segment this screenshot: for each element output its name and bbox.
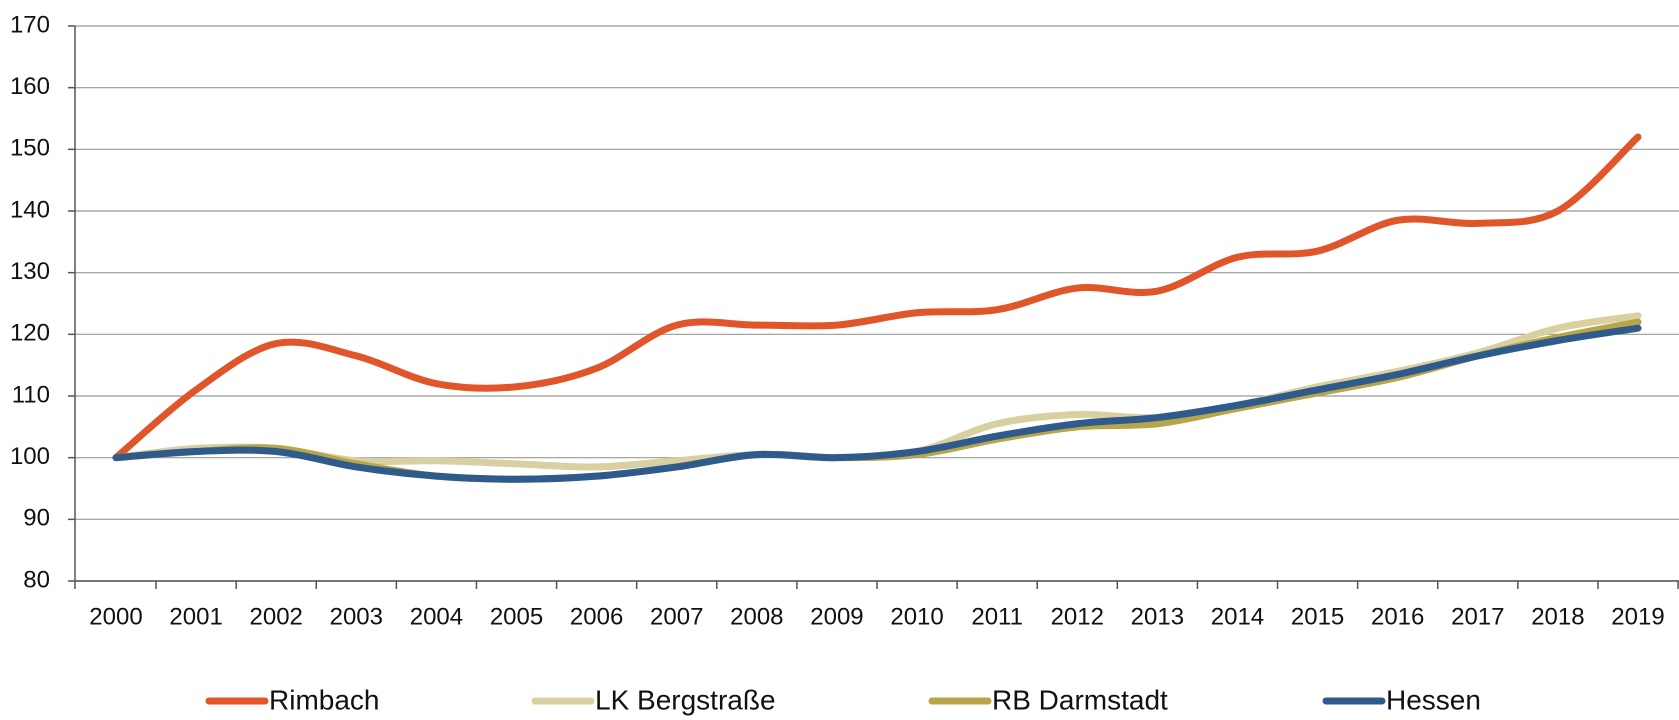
x-tick-label: 2002 [250, 603, 303, 630]
legend-label: Hessen [1386, 684, 1481, 715]
series-line [112, 312, 1642, 471]
x-tick-label: 2014 [1211, 603, 1264, 630]
series-line [112, 133, 1642, 462]
x-tick-label: 2011 [971, 603, 1023, 630]
x-tick-label: 2017 [1451, 603, 1504, 630]
x-tick-label: 2019 [1611, 603, 1664, 630]
y-tick-label: 100 [10, 443, 50, 470]
x-tick-label: 2007 [650, 603, 703, 630]
x-tick-label: 2008 [730, 603, 783, 630]
legend-label: Rimbach [269, 684, 379, 715]
y-tick-label: 150 [10, 135, 50, 162]
legend-label: LK Bergstraße [595, 684, 776, 715]
x-tick-label: 2006 [570, 603, 623, 630]
x-tick-label: 2004 [410, 603, 463, 630]
series-line [112, 324, 1642, 483]
x-tick-label: 2005 [490, 603, 543, 630]
x-tick-label: 2000 [89, 603, 142, 630]
y-tick-label: 130 [10, 258, 50, 285]
y-tick-label: 80 [23, 566, 50, 593]
x-tick-label: 2016 [1371, 603, 1424, 630]
y-tick-label: 140 [10, 196, 50, 223]
legend-label: RB Darmstadt [992, 684, 1168, 715]
x-tick-label: 2012 [1051, 603, 1104, 630]
x-tick-label: 2001 [169, 603, 222, 630]
x-tick-label: 2018 [1531, 603, 1584, 630]
x-tick-label: 2009 [810, 603, 863, 630]
x-tick-label: 2013 [1131, 603, 1184, 630]
y-tick-label: 120 [10, 320, 50, 347]
y-tick-label: 90 [23, 505, 50, 532]
x-tick-label: 2015 [1291, 603, 1344, 630]
y-tick-label: 110 [12, 381, 50, 408]
x-tick-label: 2003 [330, 603, 383, 630]
y-tick-label: 170 [10, 11, 50, 38]
x-tick-label: 2010 [890, 603, 943, 630]
y-tick-label: 160 [10, 73, 50, 100]
